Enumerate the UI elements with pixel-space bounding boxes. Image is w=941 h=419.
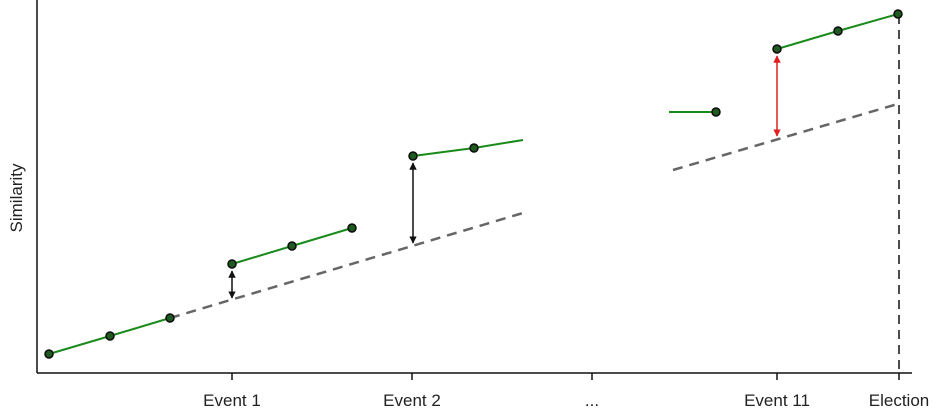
similarity-segment-after-event-2	[412, 139, 524, 157]
tick-label-event-11: Event 11	[744, 391, 810, 410]
tick-label-ellipsis: ...	[585, 391, 599, 410]
data-point	[469, 143, 479, 153]
data-point	[408, 151, 418, 161]
baseline-trend-2	[672, 101, 902, 172]
data-point	[165, 313, 175, 323]
tick-label-event-2: Event 2	[383, 391, 441, 410]
baseline-trend-1	[169, 211, 524, 320]
data-point	[105, 331, 115, 341]
data-point	[711, 107, 721, 117]
y-axis-title: Similarity	[7, 163, 26, 232]
data-point	[893, 9, 903, 19]
markers	[44, 9, 903, 359]
data-point	[227, 259, 237, 269]
data-point	[44, 349, 54, 359]
data-point	[833, 26, 843, 36]
data-point	[287, 241, 297, 251]
tick-label-election: Election	[869, 391, 929, 410]
data-point	[772, 44, 782, 54]
tick-label-event-1: Event 1	[203, 391, 261, 410]
data-point	[347, 223, 357, 233]
